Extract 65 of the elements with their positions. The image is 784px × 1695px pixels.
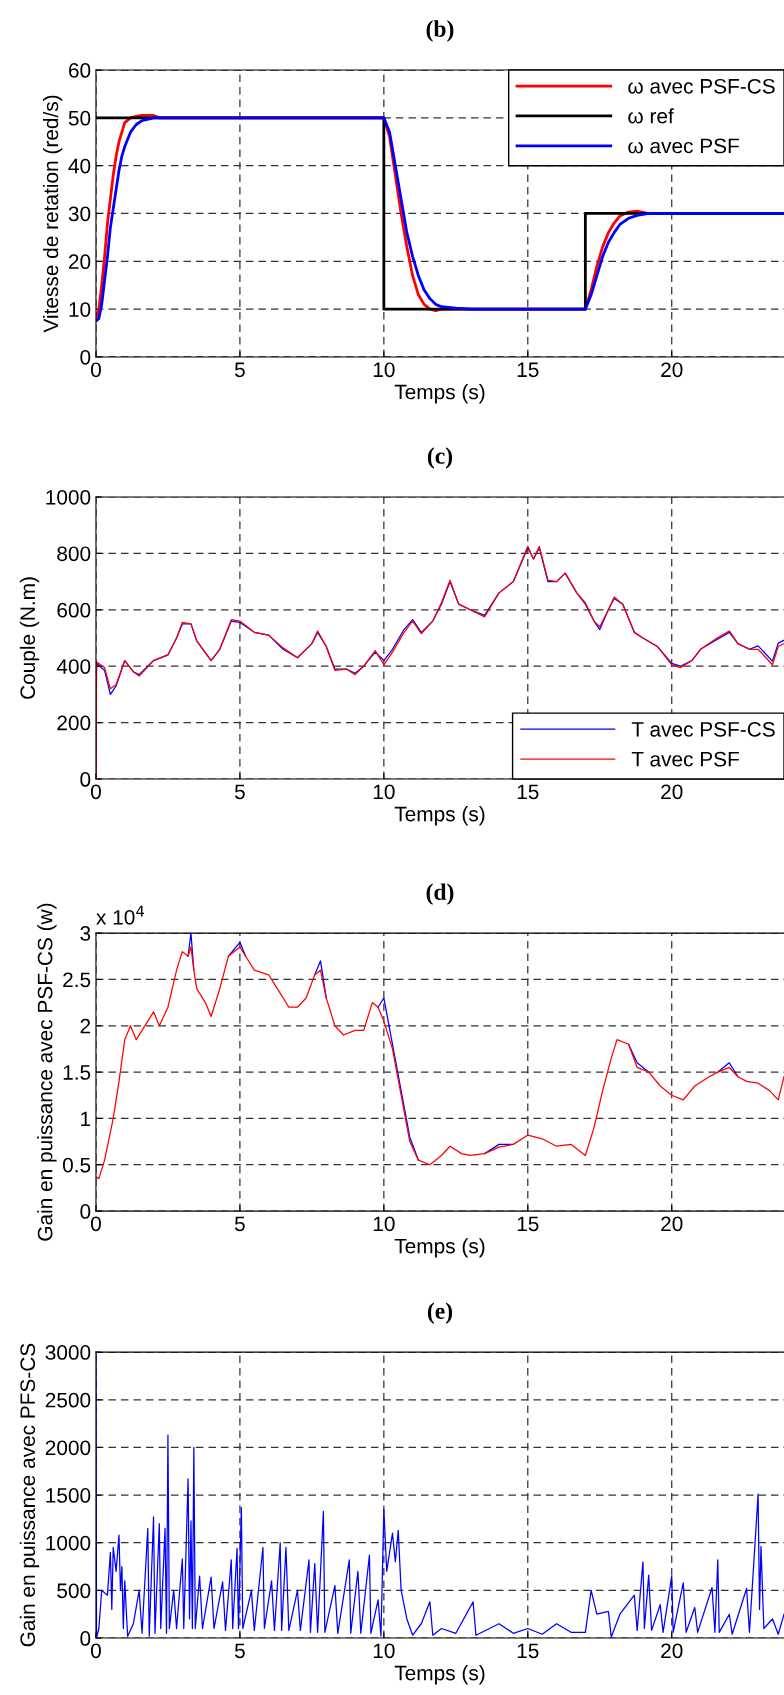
x-tick-label: 15	[517, 1643, 539, 1659]
chart-title: (c)	[427, 447, 453, 469]
x-axis-title: Temps (s)	[394, 806, 485, 826]
y-tick-label: 2000	[45, 1440, 91, 1456]
y-tick-label: 200	[57, 715, 91, 731]
x-tick-label: 10	[373, 362, 395, 378]
x-tick-label: 5	[234, 1643, 245, 1659]
y-tick-label: 3000	[45, 1345, 91, 1360]
y-tick-label: 20	[68, 254, 91, 270]
y-tick-label: 0.5	[62, 1157, 91, 1173]
y-tick-label: 0	[80, 1631, 91, 1646]
x-axis-title: Temps (s)	[394, 1238, 485, 1258]
x-tick-label: 5	[234, 1216, 245, 1232]
legend-label: ω avec PSF	[628, 138, 739, 154]
y-tick-label: 1500	[46, 1488, 91, 1503]
legend-label: T avec PSF-CS	[631, 721, 775, 737]
y-tick-label: 600	[57, 602, 91, 618]
legend-label: ω avec PSF-CS	[628, 78, 775, 94]
y-tick-label: 1000	[46, 489, 91, 505]
y-axis-title: Gain en puissance avec PSF-CS (w)	[37, 903, 57, 1241]
x-tick-label: 20	[661, 1643, 683, 1659]
text: x 10$^{4}$	[96, 905, 144, 925]
x-tick-label: 10	[373, 1643, 395, 1659]
x-tick-label: 15	[517, 1216, 539, 1232]
x-tick-label: 10	[373, 784, 395, 800]
y-axis-title: Couple (N.m)	[19, 577, 40, 699]
y-axis-title: Gain en puissance avec PFS-CS	[19, 1343, 40, 1647]
legend-label: T avec PSF	[631, 751, 739, 767]
y-tick-label: 3	[80, 926, 91, 941]
y-tick-label: 30	[68, 206, 91, 222]
x-tick-label: 0	[90, 1643, 101, 1659]
y-tick-label: 10	[69, 302, 91, 317]
y-tick-label: 1	[81, 1111, 91, 1126]
y-tick-label: 60	[68, 63, 91, 78]
x-axis-title: Temps (s)	[394, 384, 485, 404]
y-tick-label: 500	[57, 1583, 91, 1599]
chart-title: (e)	[427, 1302, 453, 1324]
y-tick-label: 2	[80, 1018, 91, 1034]
x-tick-label: 0	[90, 1216, 101, 1232]
y-tick-label: 1000	[46, 1535, 91, 1551]
y-tick-label: 40	[68, 158, 91, 174]
chart-title: (b)	[426, 20, 454, 42]
y-tick-label: 800	[57, 546, 91, 562]
x-tick-label: 20	[661, 784, 683, 800]
x-tick-label: 20	[661, 362, 683, 378]
x-tick-label: 5	[234, 784, 245, 800]
x-tick-label: 15	[517, 362, 539, 378]
y-tick-label: 2.5	[63, 972, 91, 988]
chart-title: (d)	[426, 883, 454, 905]
x-tick-label: 15	[517, 784, 539, 800]
x-tick-label: 5	[234, 362, 245, 378]
x-tick-label: 10	[373, 1216, 395, 1232]
legend-label: ω ref	[628, 108, 674, 124]
x-tick-label: 0	[90, 362, 101, 378]
y-tick-label: 1.5	[63, 1065, 91, 1080]
y-tick-label: 0	[80, 772, 91, 787]
x-tick-label: 20	[661, 1216, 683, 1232]
y-tick-label: 0	[80, 1204, 91, 1219]
y-tick-label: 50	[68, 110, 91, 126]
y-axis-title: Vitesse de retation (red/s)	[42, 95, 63, 333]
y-tick-label: 0	[80, 349, 91, 365]
y-tick-label: 400	[56, 659, 91, 674]
x-tick-label: 0	[90, 784, 101, 800]
y-tick-label: 2500	[45, 1392, 91, 1408]
x-axis-title: Temps (s)	[394, 1665, 485, 1685]
